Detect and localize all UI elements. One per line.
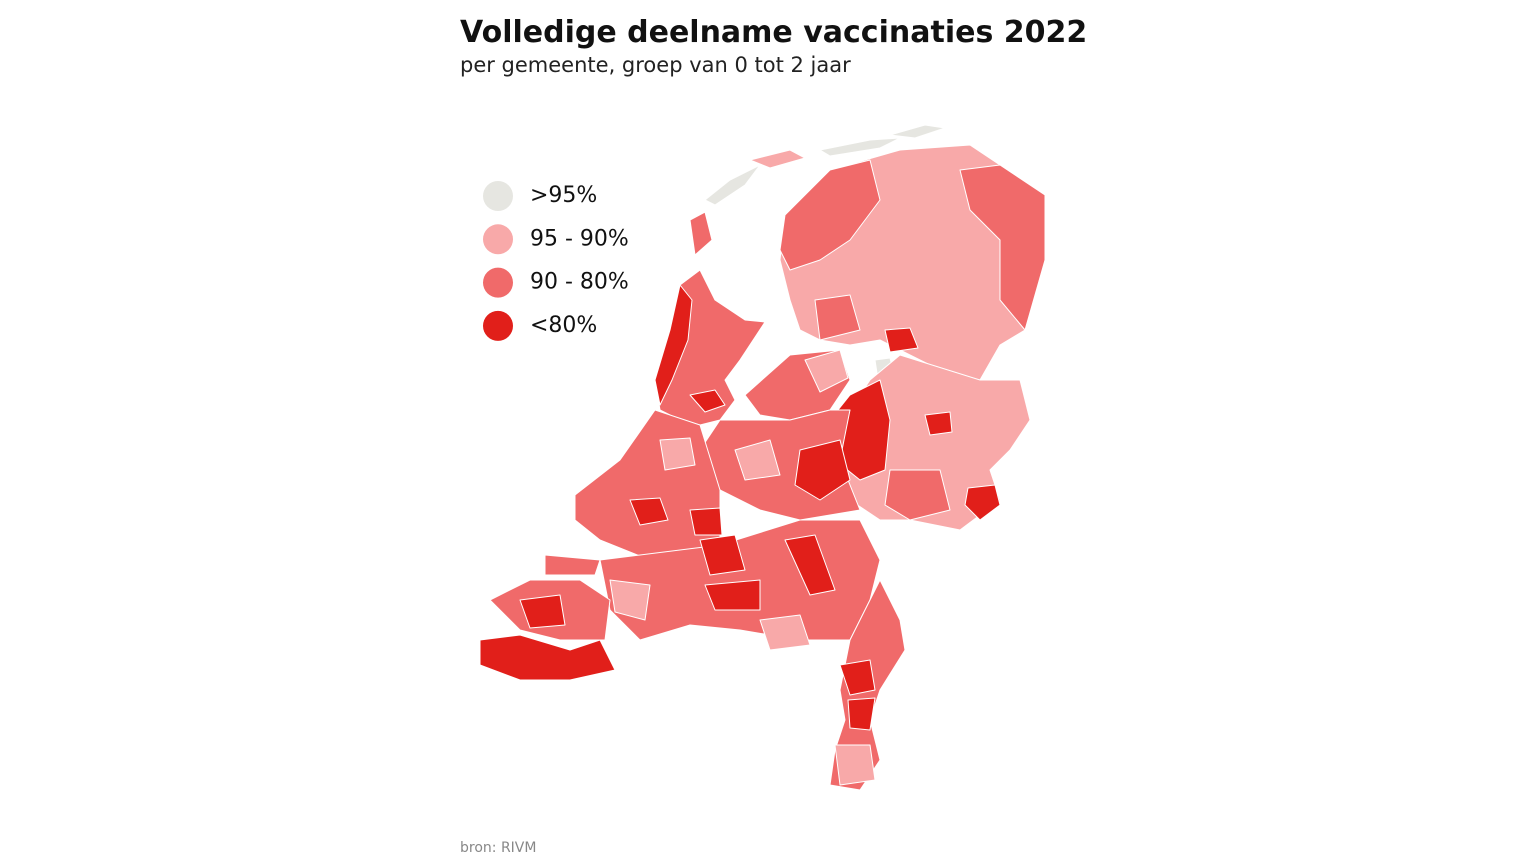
legend-swatch	[483, 310, 513, 341]
legend-label: 90 - 80%	[530, 270, 629, 295]
region	[834, 744, 876, 786]
subtitle: per gemeente, groep van 0 tot 2 jaar	[460, 53, 851, 77]
map	[479, 124, 1046, 791]
legend-label: >95%	[530, 183, 597, 208]
region	[689, 507, 723, 536]
region	[609, 579, 651, 621]
region	[704, 164, 761, 206]
region	[884, 327, 919, 353]
region	[544, 554, 601, 576]
region	[574, 409, 721, 561]
legend-swatch	[483, 224, 513, 255]
region	[629, 497, 669, 526]
region	[749, 149, 806, 169]
region	[784, 534, 836, 596]
region	[519, 594, 566, 629]
region	[964, 484, 1001, 521]
region	[804, 349, 849, 393]
region	[699, 534, 746, 576]
region	[924, 411, 953, 436]
region	[847, 697, 876, 731]
legend-swatch	[483, 267, 513, 298]
region	[734, 439, 781, 481]
region	[884, 469, 951, 521]
source: bron: RIVM	[460, 840, 536, 856]
region	[819, 137, 901, 157]
region	[659, 437, 696, 471]
legend: >95% 95 - 90% 90 - 80% <80%	[483, 181, 629, 341]
legend-label: <80%	[530, 313, 597, 338]
region	[689, 211, 713, 256]
region	[779, 159, 881, 271]
region	[759, 614, 811, 651]
region	[704, 579, 761, 611]
region	[689, 389, 726, 413]
region	[794, 439, 851, 501]
region	[654, 284, 693, 406]
region	[839, 659, 876, 696]
region	[479, 634, 616, 681]
region	[814, 294, 861, 341]
title: Volledige deelname vaccinaties 2022	[460, 15, 1087, 50]
legend-label: 95 - 90%	[530, 226, 629, 251]
legend-swatch	[483, 181, 513, 211]
region	[889, 124, 946, 139]
region	[959, 164, 1046, 331]
